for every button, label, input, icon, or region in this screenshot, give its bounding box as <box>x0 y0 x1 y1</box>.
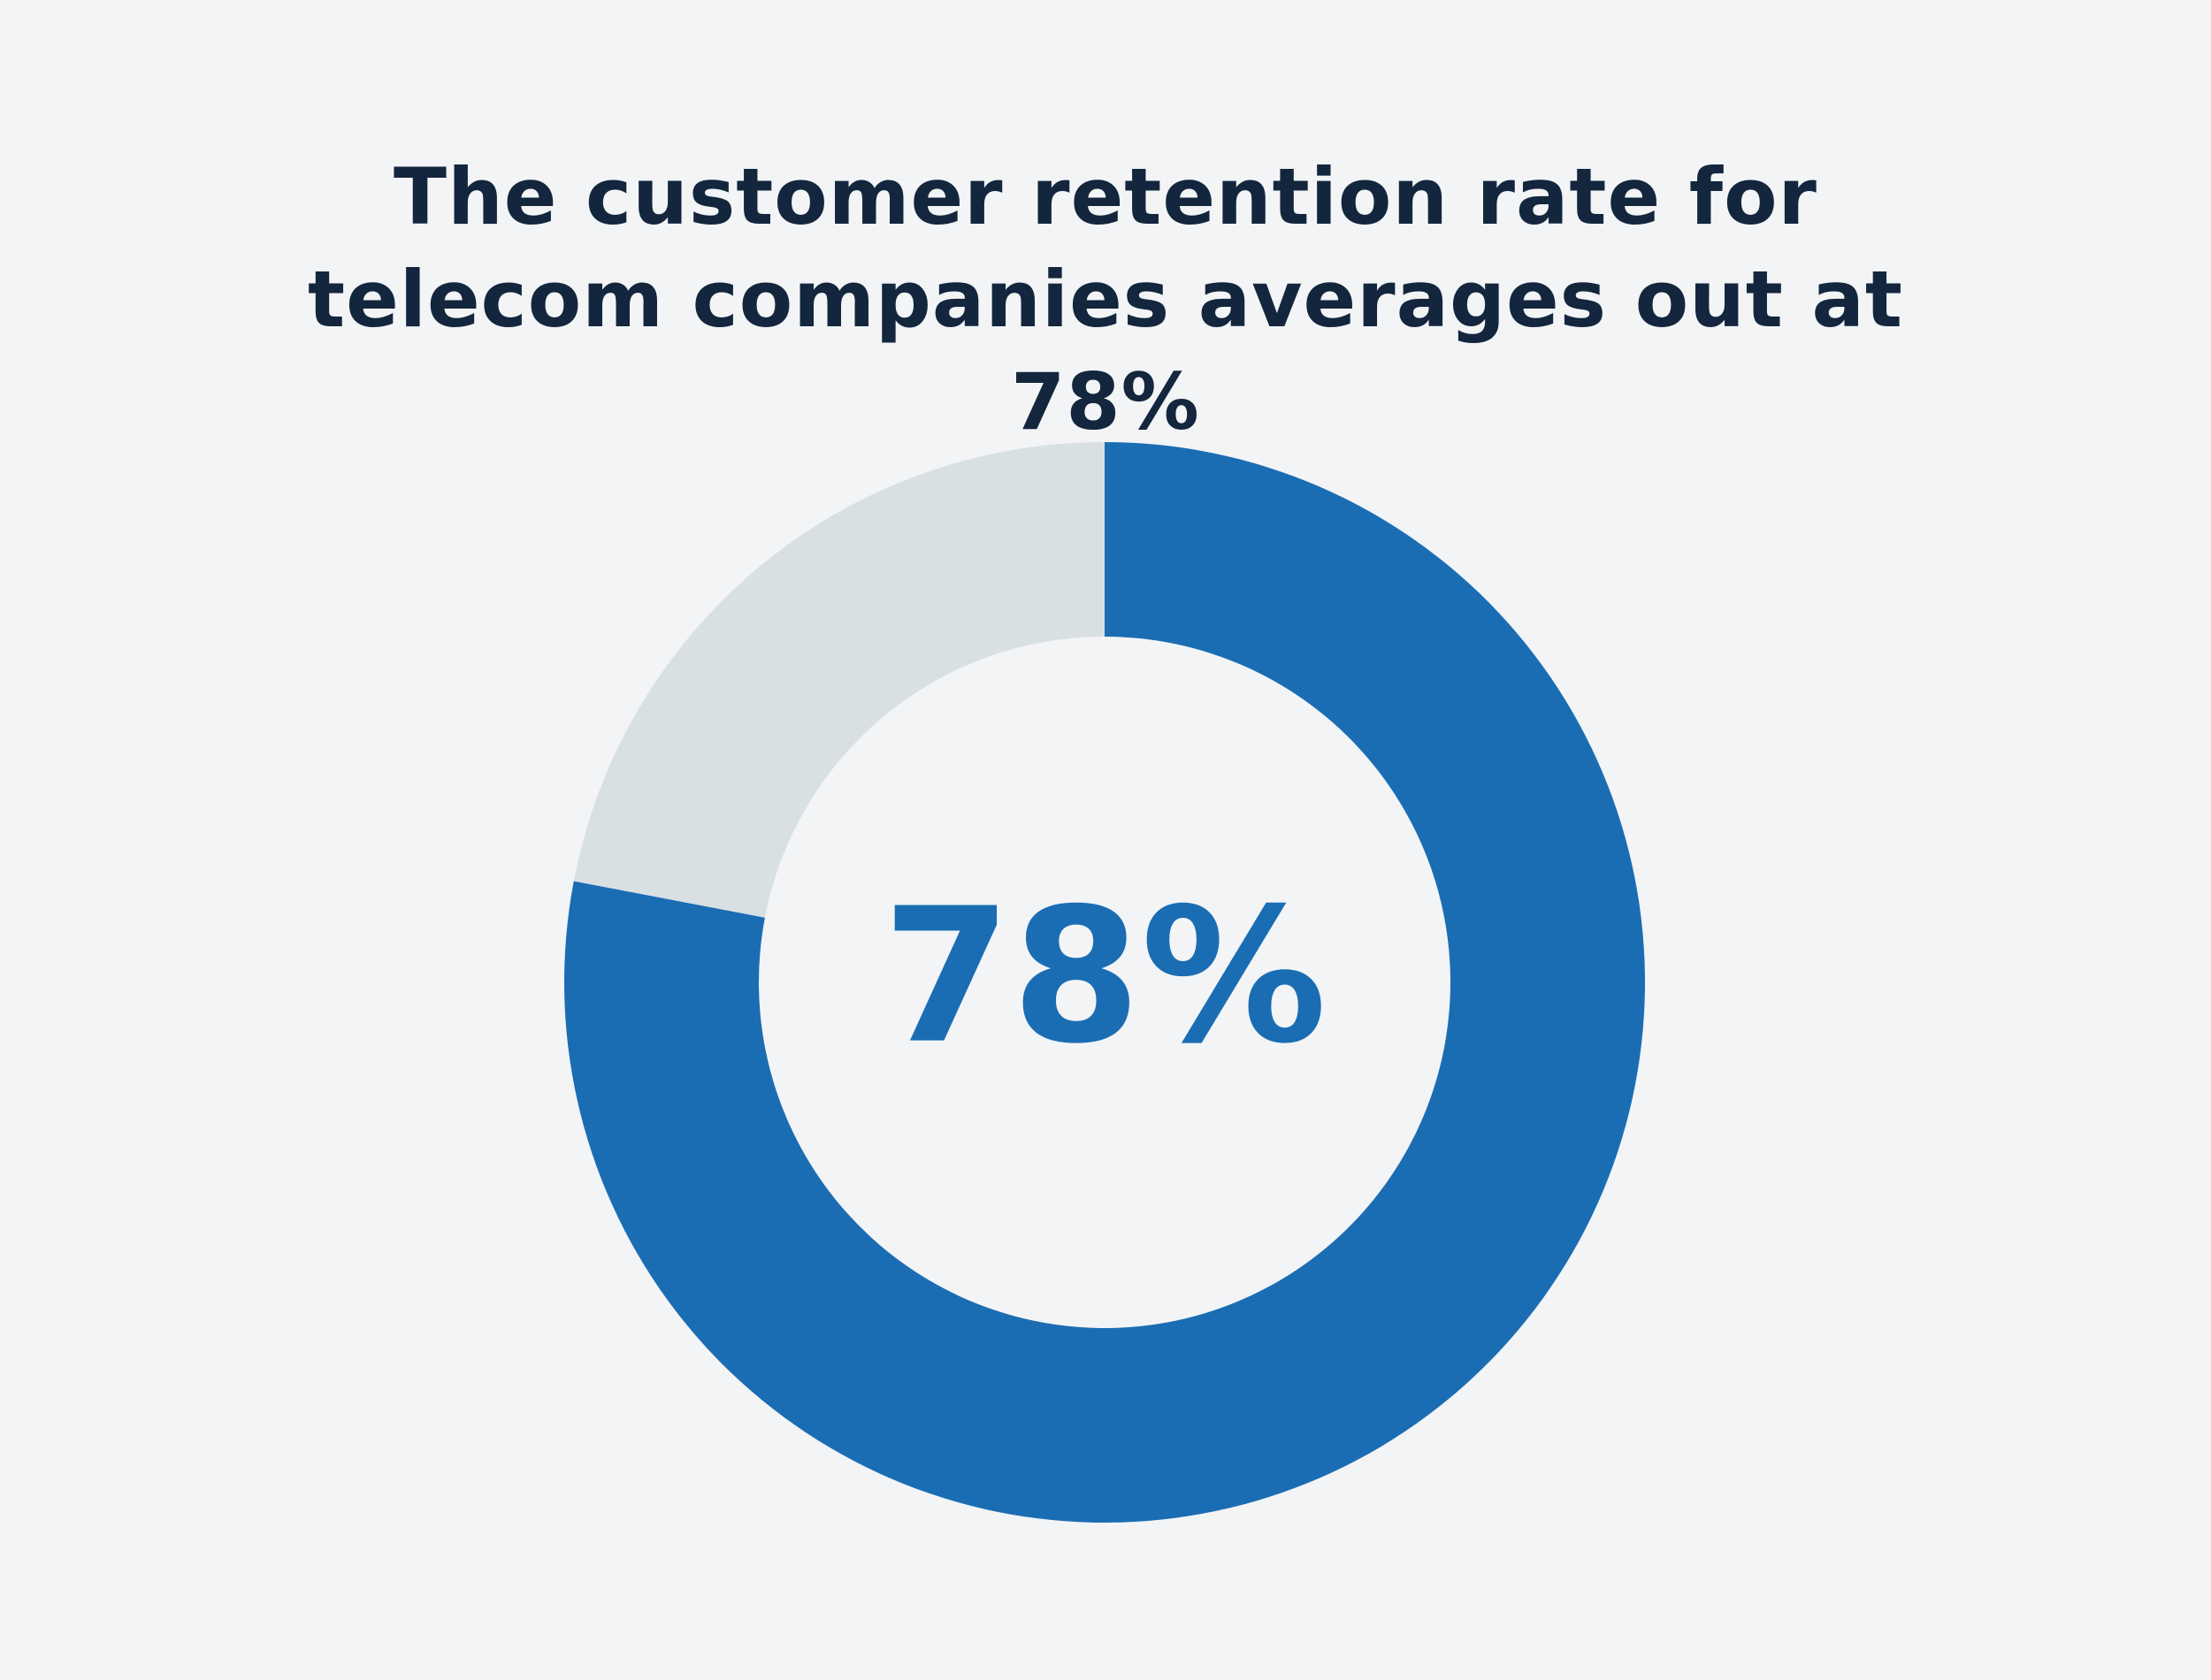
chart-title: The customer retention rate for telecom … <box>308 151 1903 447</box>
center-label: 78% <box>883 868 1327 1085</box>
donut-segment <box>564 442 1646 1523</box>
donut-segment <box>573 442 1105 918</box>
